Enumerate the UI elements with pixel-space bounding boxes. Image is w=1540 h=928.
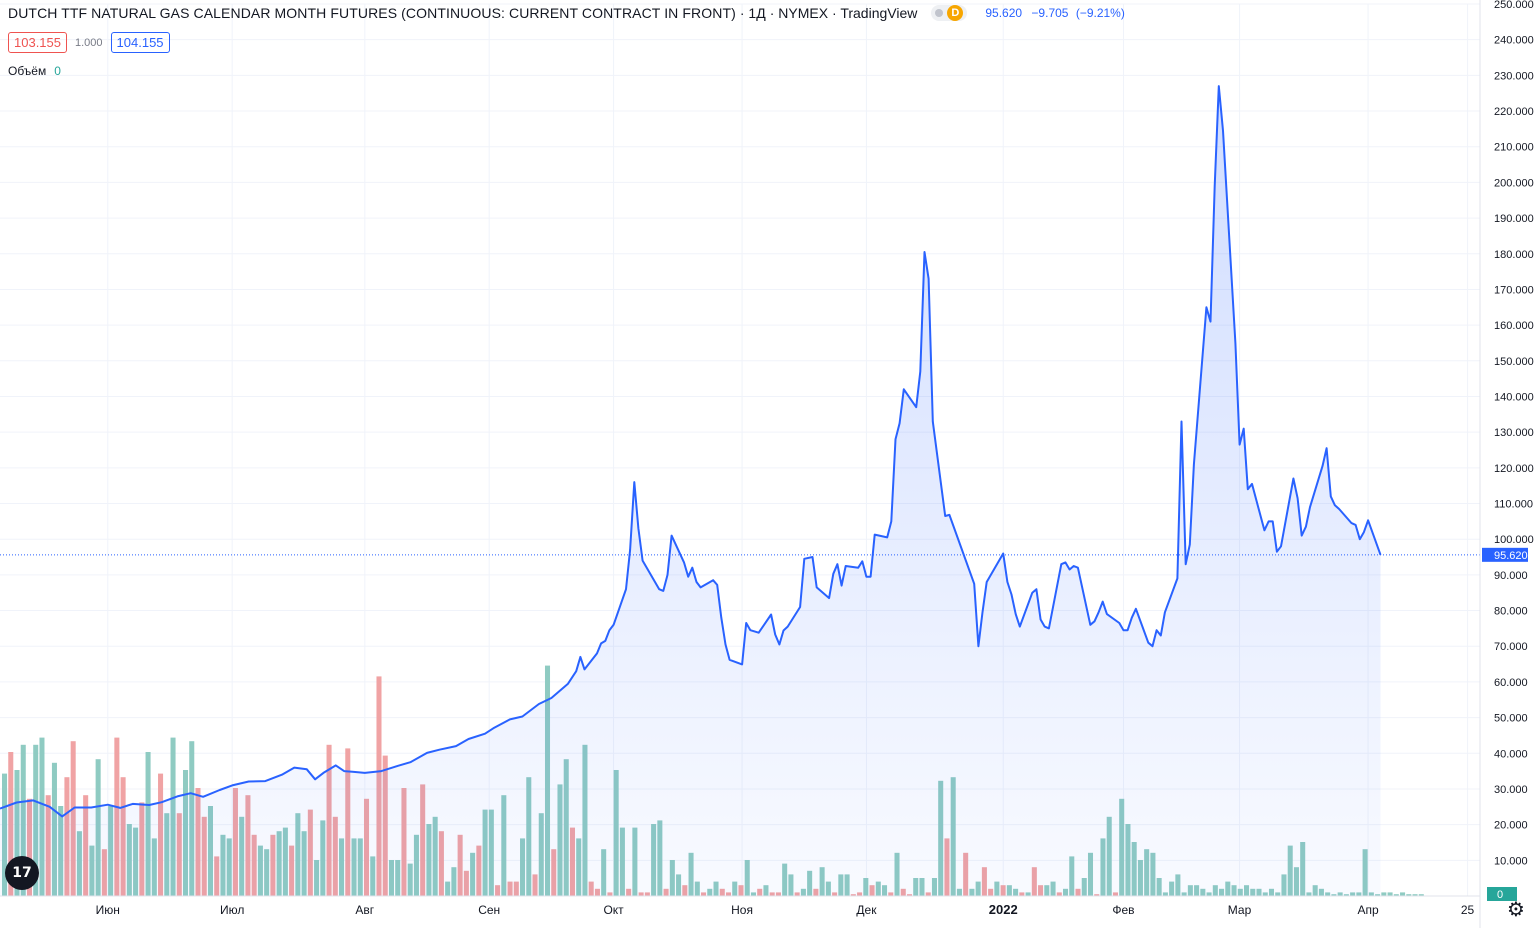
volume-bar [1387, 892, 1393, 896]
x-tick-label: Сен [478, 903, 500, 917]
x-tick-label: Апр [1357, 903, 1379, 917]
time-axis[interactable]: Июн Июл Авг Сен Окт Ноя Дек 2022 Фев Мар Апр 25 [0, 895, 1480, 917]
last-price: 95.620 [985, 6, 1023, 20]
y-tick-label: 120.000 [1494, 463, 1534, 475]
volume-axis-label: 0 [1487, 887, 1517, 901]
quote-row: 103.155 1.000 104.155 [8, 32, 170, 53]
y-tick-label: 200.000 [1494, 177, 1534, 189]
price-change-pct: (−9.21%) [1075, 6, 1125, 20]
x-tick-label: Июл [220, 903, 244, 917]
y-tick-label: 130.000 [1494, 427, 1534, 439]
volume-bar [1406, 894, 1412, 896]
x-tick-label: Ноя [731, 903, 753, 917]
market-status-badge[interactable]: D [931, 5, 968, 21]
last-price-info: 95.620 −9.705 (−9.21%) [985, 6, 1124, 20]
spread-ratio: 1.000 [75, 36, 103, 49]
y-tick-label: 240.000 [1494, 35, 1534, 47]
x-tick-label: Июн [96, 903, 120, 917]
symbol-title[interactable]: DUTCH TTF NATURAL GAS CALENDAR MONTH FUT… [8, 5, 736, 21]
volume-bar [1393, 894, 1399, 896]
y-tick-label: 30.000 [1494, 784, 1528, 796]
y-tick-label: 70.000 [1494, 641, 1528, 653]
x-tick-label: Дек [856, 903, 877, 917]
x-tick-label: Мар [1228, 903, 1252, 917]
y-tick-label: 250.000 [1494, 0, 1534, 11]
y-tick-label: 220.000 [1494, 106, 1534, 118]
y-tick-label: 40.000 [1494, 748, 1528, 760]
x-tick-label: Окт [603, 903, 624, 917]
y-tick-label: 230.000 [1494, 70, 1534, 82]
y-tick-label: 180.000 [1494, 249, 1534, 261]
symbol-legend: DUTCH TTF NATURAL GAS CALENDAR MONTH FUT… [8, 5, 1125, 21]
y-tick-label: 170.000 [1494, 284, 1534, 296]
volume-bar [1412, 894, 1418, 896]
y-tick-label: 100.000 [1494, 534, 1534, 546]
volume-legend-label: Объём [8, 64, 47, 78]
y-tick-label: 160.000 [1494, 320, 1534, 332]
y-tick-label: 20.000 [1494, 820, 1528, 832]
volume-bar [1400, 892, 1406, 896]
sell-price-box[interactable]: 103.155 [8, 32, 67, 53]
last-price-value: 95.620 [1494, 550, 1528, 562]
y-tick-label: 80.000 [1494, 606, 1528, 618]
interval-label: · 1Д [739, 5, 766, 21]
volume-bar [1418, 894, 1424, 896]
price-area-fill [0, 86, 1381, 897]
y-tick-label: 10.000 [1494, 855, 1528, 867]
volume-bar [1381, 892, 1387, 896]
tradingview-logo-icon[interactable]: 17 [5, 856, 39, 890]
price-change: −9.705 [1031, 6, 1069, 20]
y-tick-label: 60.000 [1494, 677, 1528, 689]
gear-icon[interactable]: ⚙ [1507, 899, 1525, 921]
price-line [0, 85, 1382, 818]
interval-badge-icon: D [947, 5, 964, 21]
volume-axis-value: 0 [1497, 889, 1503, 901]
x-tick-label: Авг [355, 903, 374, 917]
y-tick-label: 190.000 [1494, 213, 1534, 225]
y-tick-label: 140.000 [1494, 391, 1534, 403]
source-label: · TradingView [832, 5, 918, 21]
price-axis[interactable]: 250.000 240.000 230.000 220.000 210.000 200.0… [1479, 0, 1534, 928]
last-price-label: 95.620 [1482, 547, 1528, 562]
y-tick-label: 150.000 [1494, 356, 1534, 368]
x-tick-label: Фев [1112, 903, 1134, 917]
volume-legend[interactable]: Объём 0 [8, 64, 61, 78]
exchange-label: · NYMEX [769, 5, 829, 21]
y-tick-label: 90.000 [1494, 570, 1528, 582]
volume-legend-value: 0 [54, 64, 61, 78]
y-tick-label: 110.000 [1494, 499, 1533, 511]
x-tick-label: 2022 [989, 902, 1018, 917]
y-tick-label: 210.000 [1494, 142, 1534, 154]
x-tick-label: 25 [1461, 903, 1475, 917]
y-tick-label: 50.000 [1494, 713, 1528, 725]
status-dot-icon [935, 9, 944, 17]
buy-price-box[interactable]: 104.155 [110, 32, 170, 53]
